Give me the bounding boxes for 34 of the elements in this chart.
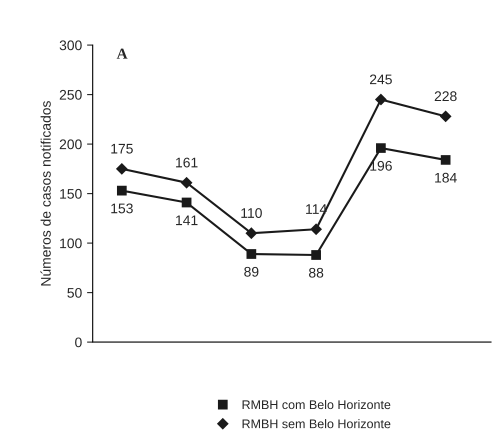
data-label: 89 <box>244 266 258 277</box>
data-label: 161 <box>176 158 198 168</box>
y-axis-title: Números de casos notificados <box>40 101 51 286</box>
legend-label: RMBH com Belo Horizonte <box>242 400 390 410</box>
data-label: 175 <box>111 144 133 154</box>
data-label: 110 <box>241 208 262 218</box>
data-label: 228 <box>434 91 457 102</box>
point <box>182 198 192 208</box>
point <box>440 155 451 165</box>
y-tick-label: 150 <box>60 188 82 199</box>
data-label: 141 <box>176 216 198 226</box>
y-tick-label: 50 <box>67 288 82 298</box>
data-label: 184 <box>435 172 457 183</box>
point <box>376 143 386 153</box>
point <box>440 110 452 122</box>
y-tick-label: 0 <box>75 337 82 348</box>
point <box>311 250 321 260</box>
data-label: 196 <box>370 160 392 171</box>
legend-label: RMBH sem Belo Horizonte <box>242 419 390 428</box>
point <box>375 94 386 106</box>
y-tick-label: 300 <box>60 40 82 50</box>
point <box>180 177 192 188</box>
y-tick-label: 200 <box>60 139 82 150</box>
point <box>310 224 322 235</box>
data-label: 245 <box>370 74 392 84</box>
data-label: 153 <box>111 203 133 214</box>
data-label: 88 <box>309 268 324 278</box>
point <box>116 186 127 196</box>
point <box>116 163 128 174</box>
y-tick-label: 100 <box>60 238 82 248</box>
point <box>246 249 256 259</box>
chart-title: A <box>116 48 128 59</box>
point <box>246 228 257 239</box>
y-tick-label: 250 <box>60 90 82 100</box>
